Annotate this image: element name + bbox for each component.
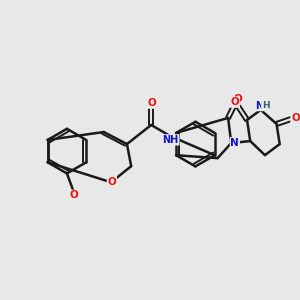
Text: O: O <box>70 190 79 200</box>
Text: O: O <box>233 94 242 104</box>
Text: N: N <box>255 100 263 110</box>
Text: N: N <box>230 138 239 148</box>
Text: NH: NH <box>163 135 179 145</box>
Text: H: H <box>262 101 269 110</box>
Text: O: O <box>291 113 300 123</box>
Text: O: O <box>147 98 156 108</box>
Text: O: O <box>230 97 239 107</box>
Text: O: O <box>108 176 116 187</box>
